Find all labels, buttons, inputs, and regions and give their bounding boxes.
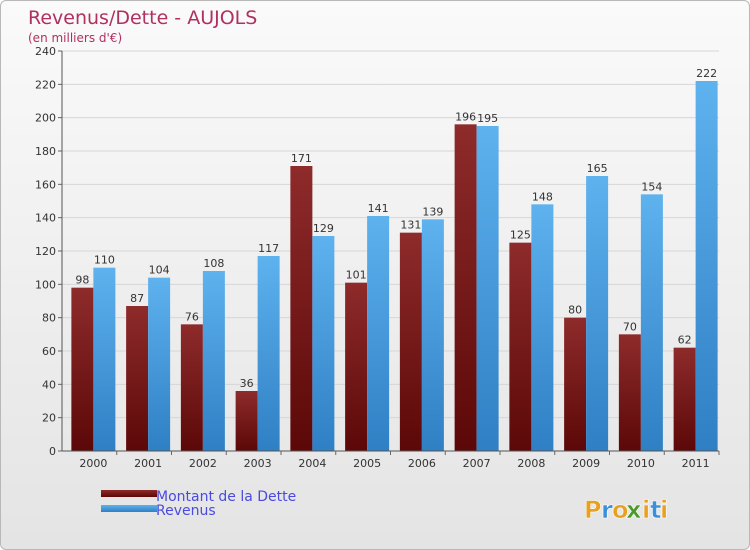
- logo-letter: x: [626, 496, 642, 524]
- data-label-revenus: 117: [258, 242, 279, 255]
- logo-letter: t: [650, 496, 661, 524]
- x-tick-label: 2003: [244, 457, 272, 470]
- bar-debt: [71, 287, 94, 451]
- bar-debt: [399, 232, 422, 451]
- y-tick-label: 120: [35, 245, 56, 258]
- legend-swatch-revenus: [101, 505, 157, 512]
- y-tick-label: 80: [42, 312, 56, 325]
- data-label-debt: 62: [678, 334, 692, 347]
- data-label-revenus: 141: [368, 202, 389, 215]
- bar-debt: [509, 242, 532, 451]
- bar-debt: [618, 334, 641, 451]
- chart-title: Revenus/Dette - AUJOLS: [28, 7, 257, 29]
- y-tick-label: 0: [49, 445, 56, 458]
- bar-debt: [235, 391, 258, 451]
- data-label-debt: 80: [568, 304, 582, 317]
- data-label-debt: 171: [291, 152, 312, 165]
- data-label-debt: 101: [346, 269, 367, 282]
- data-label-revenus: 108: [203, 257, 224, 270]
- logo-letter: P: [584, 496, 602, 524]
- bar-revenus: [476, 126, 499, 451]
- bar-revenus: [148, 277, 171, 451]
- bar-debt: [564, 317, 587, 451]
- data-label-debt: 36: [240, 377, 254, 390]
- x-axis: 2000 2001 2002 2003 2004 2005 2006 2007 2008 2009…: [62, 450, 720, 470]
- legend-label-revenus: Revenus: [156, 503, 216, 519]
- x-tick-label: 2000: [79, 457, 107, 470]
- x-tick-label: 2009: [572, 457, 600, 470]
- x-tick-label: 2005: [353, 457, 381, 470]
- bar-revenus: [586, 176, 609, 451]
- y-tick-label: 140: [35, 212, 56, 225]
- data-label-debt: 87: [130, 292, 144, 305]
- x-tick-label: 2007: [463, 457, 491, 470]
- data-label-debt: 125: [510, 229, 531, 242]
- data-label-revenus: 195: [477, 112, 498, 125]
- bar-debt: [345, 282, 368, 451]
- logo-letter: o: [612, 496, 629, 524]
- legend-swatch-debt: [101, 490, 157, 497]
- logo-letter: i: [642, 496, 650, 524]
- bar-revenus: [257, 256, 280, 451]
- bar-debt: [180, 324, 203, 451]
- bar-debt: [126, 306, 149, 451]
- data-label-debt: 76: [185, 310, 199, 323]
- data-label-revenus: 154: [641, 180, 662, 193]
- bar-revenus: [421, 219, 444, 451]
- bar-revenus: [202, 271, 225, 451]
- logo-letter: r: [601, 496, 613, 524]
- y-tick-label: 220: [35, 78, 56, 91]
- data-label-debt: 131: [400, 219, 421, 232]
- y-tick-label: 40: [42, 378, 56, 391]
- gridlines: [62, 50, 719, 452]
- y-tick-label: 240: [35, 45, 56, 58]
- y-tick-label: 200: [35, 112, 56, 125]
- x-tick-label: 2008: [517, 457, 545, 470]
- legend-label-debt: Montant de la Dette: [156, 489, 296, 505]
- data-label-revenus: 148: [532, 190, 553, 203]
- data-label-revenus: 129: [313, 222, 334, 235]
- data-label-revenus: 139: [422, 205, 443, 218]
- x-tick-label: 2010: [627, 457, 655, 470]
- data-label-debt: 98: [75, 274, 89, 287]
- y-tick-label: 20: [42, 412, 56, 425]
- logo-letter: i: [660, 496, 668, 524]
- bar-revenus: [367, 216, 390, 451]
- x-tick-label: 2001: [134, 457, 162, 470]
- y-tick-label: 60: [42, 345, 56, 358]
- bar-revenus: [695, 81, 718, 451]
- bar-debt: [290, 166, 313, 451]
- legend: Montant de la Dette Revenus: [101, 489, 296, 519]
- bar-debt: [673, 347, 696, 451]
- y-tick-label: 100: [35, 278, 56, 291]
- bar-revenus: [640, 194, 663, 452]
- data-label-debt: 70: [623, 320, 637, 333]
- bar-revenus: [531, 204, 554, 451]
- y-tick-label: 160: [35, 178, 56, 191]
- data-label-debt: 196: [455, 110, 476, 123]
- bar-revenus: [312, 236, 335, 451]
- data-label-revenus: 222: [696, 67, 717, 80]
- y-tick-label: 180: [35, 145, 56, 158]
- data-label-revenus: 104: [149, 264, 170, 277]
- bar-revenus: [93, 267, 116, 451]
- bar-debt: [454, 124, 477, 451]
- y-axis: 0 20 40 60 80 100 120 140 160 180 200 220 240: [35, 45, 63, 458]
- data-label-revenus: 110: [94, 254, 115, 267]
- x-tick-label: 2004: [298, 457, 326, 470]
- x-tick-label: 2006: [408, 457, 436, 470]
- chart-subtitle: (en milliers d'€): [28, 31, 122, 45]
- x-tick-label: 2002: [189, 457, 217, 470]
- data-label-revenus: 165: [587, 162, 608, 175]
- x-tick-label: 2011: [682, 457, 710, 470]
